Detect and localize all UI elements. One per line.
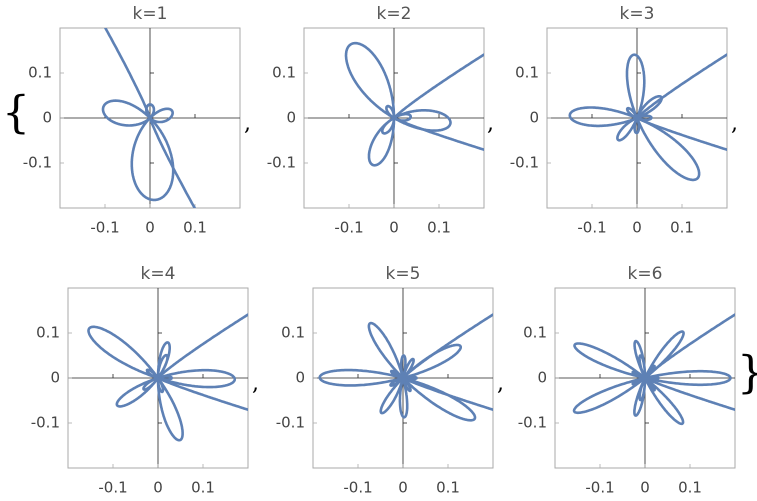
curve bbox=[644, 376, 735, 412]
plot-title: k=2 bbox=[377, 4, 412, 24]
y-tick-label: 0.1 bbox=[281, 324, 305, 342]
polar-plot: k=2 -0.1 0 0.1 -0.1 0 0.1 bbox=[267, 4, 485, 237]
curve bbox=[636, 116, 727, 152]
y-tick-label: -0.1 bbox=[267, 154, 296, 172]
plot-title: k=3 bbox=[620, 4, 655, 24]
separator: , bbox=[487, 111, 494, 136]
curve bbox=[572, 330, 732, 426]
x-tick-label: 0 bbox=[640, 479, 650, 497]
curve-group bbox=[101, 28, 197, 208]
curve bbox=[636, 53, 727, 119]
x-tick-label: 0.1 bbox=[670, 219, 694, 237]
x-tick-label: 0 bbox=[153, 479, 163, 497]
x-tick-label: -0.1 bbox=[98, 479, 127, 497]
curve-group bbox=[87, 313, 248, 442]
y-tick-label: 0 bbox=[295, 369, 305, 387]
polar-plot: k=5 -0.1 0 0.1 -0.1 0 0.1 bbox=[276, 264, 494, 497]
x-tick-label: 0.1 bbox=[191, 479, 215, 497]
separator: , bbox=[244, 111, 251, 136]
curve bbox=[568, 53, 701, 182]
curve bbox=[103, 28, 152, 119]
y-tick-label: 0 bbox=[537, 369, 547, 387]
y-tick-label: 0.1 bbox=[28, 64, 52, 82]
y-tick-label: -0.1 bbox=[518, 414, 547, 432]
polar-plot: k=3 -0.1 0 0.1 -0.1 0 0.1 bbox=[510, 4, 728, 237]
y-tick-label: 0.1 bbox=[272, 64, 296, 82]
curve bbox=[344, 41, 452, 167]
y-tick-label: -0.1 bbox=[31, 414, 60, 432]
separator: , bbox=[731, 111, 738, 136]
polar-plot: k=4 -0.1 0 0.1 -0.1 0 0.1 bbox=[31, 264, 249, 497]
y-tick-label: 0 bbox=[50, 369, 60, 387]
curve bbox=[393, 116, 484, 152]
x-tick-label: 0 bbox=[398, 479, 408, 497]
x-tick-label: -0.1 bbox=[334, 219, 363, 237]
x-tick-label: 0 bbox=[632, 219, 642, 237]
curve bbox=[157, 313, 248, 379]
y-tick-label: -0.1 bbox=[23, 154, 52, 172]
separator: , bbox=[252, 371, 259, 396]
x-tick-label: -0.1 bbox=[577, 219, 606, 237]
polar-plot: k=6 -0.1 0 0.1 -0.1 0 0.1 bbox=[518, 264, 736, 497]
curve-group bbox=[568, 53, 727, 182]
curve bbox=[157, 376, 248, 412]
polar-plot: k=1 -0.1 0 0.1 -0.1 0 0.1 bbox=[23, 4, 241, 237]
plot-title: k=4 bbox=[141, 264, 176, 284]
curve bbox=[393, 53, 484, 119]
x-tick-label: 0.1 bbox=[183, 219, 207, 237]
y-tick-label: -0.1 bbox=[510, 154, 539, 172]
curve bbox=[87, 325, 236, 442]
plot-title: k=1 bbox=[133, 4, 168, 24]
y-tick-label: 0.1 bbox=[515, 64, 539, 82]
x-tick-label: 0 bbox=[389, 219, 399, 237]
y-tick-label: 0 bbox=[42, 109, 52, 127]
curve bbox=[644, 313, 735, 379]
x-tick-label: -0.1 bbox=[585, 479, 614, 497]
x-tick-label: 0.1 bbox=[427, 219, 451, 237]
y-tick-label: 0 bbox=[529, 109, 539, 127]
y-tick-label: 0.1 bbox=[523, 324, 547, 342]
x-tick-label: 0.1 bbox=[678, 479, 702, 497]
y-tick-label: -0.1 bbox=[276, 414, 305, 432]
plot-title: k=6 bbox=[628, 264, 663, 284]
curve bbox=[148, 117, 197, 208]
x-tick-label: -0.1 bbox=[90, 219, 119, 237]
list-close: } bbox=[737, 348, 757, 399]
y-tick-label: 0 bbox=[286, 109, 296, 127]
curve-group bbox=[318, 313, 493, 422]
curve bbox=[402, 313, 493, 379]
curve-group bbox=[572, 313, 735, 426]
list-open: { bbox=[2, 88, 30, 139]
separator: , bbox=[497, 371, 504, 396]
curve-group bbox=[344, 41, 484, 167]
x-tick-label: -0.1 bbox=[343, 479, 372, 497]
x-tick-label: 0 bbox=[145, 219, 155, 237]
curve bbox=[402, 376, 493, 412]
y-tick-label: 0.1 bbox=[36, 324, 60, 342]
x-tick-label: 0.1 bbox=[436, 479, 460, 497]
plot-title: k=5 bbox=[386, 264, 421, 284]
curve bbox=[101, 99, 175, 202]
curve bbox=[318, 321, 477, 422]
